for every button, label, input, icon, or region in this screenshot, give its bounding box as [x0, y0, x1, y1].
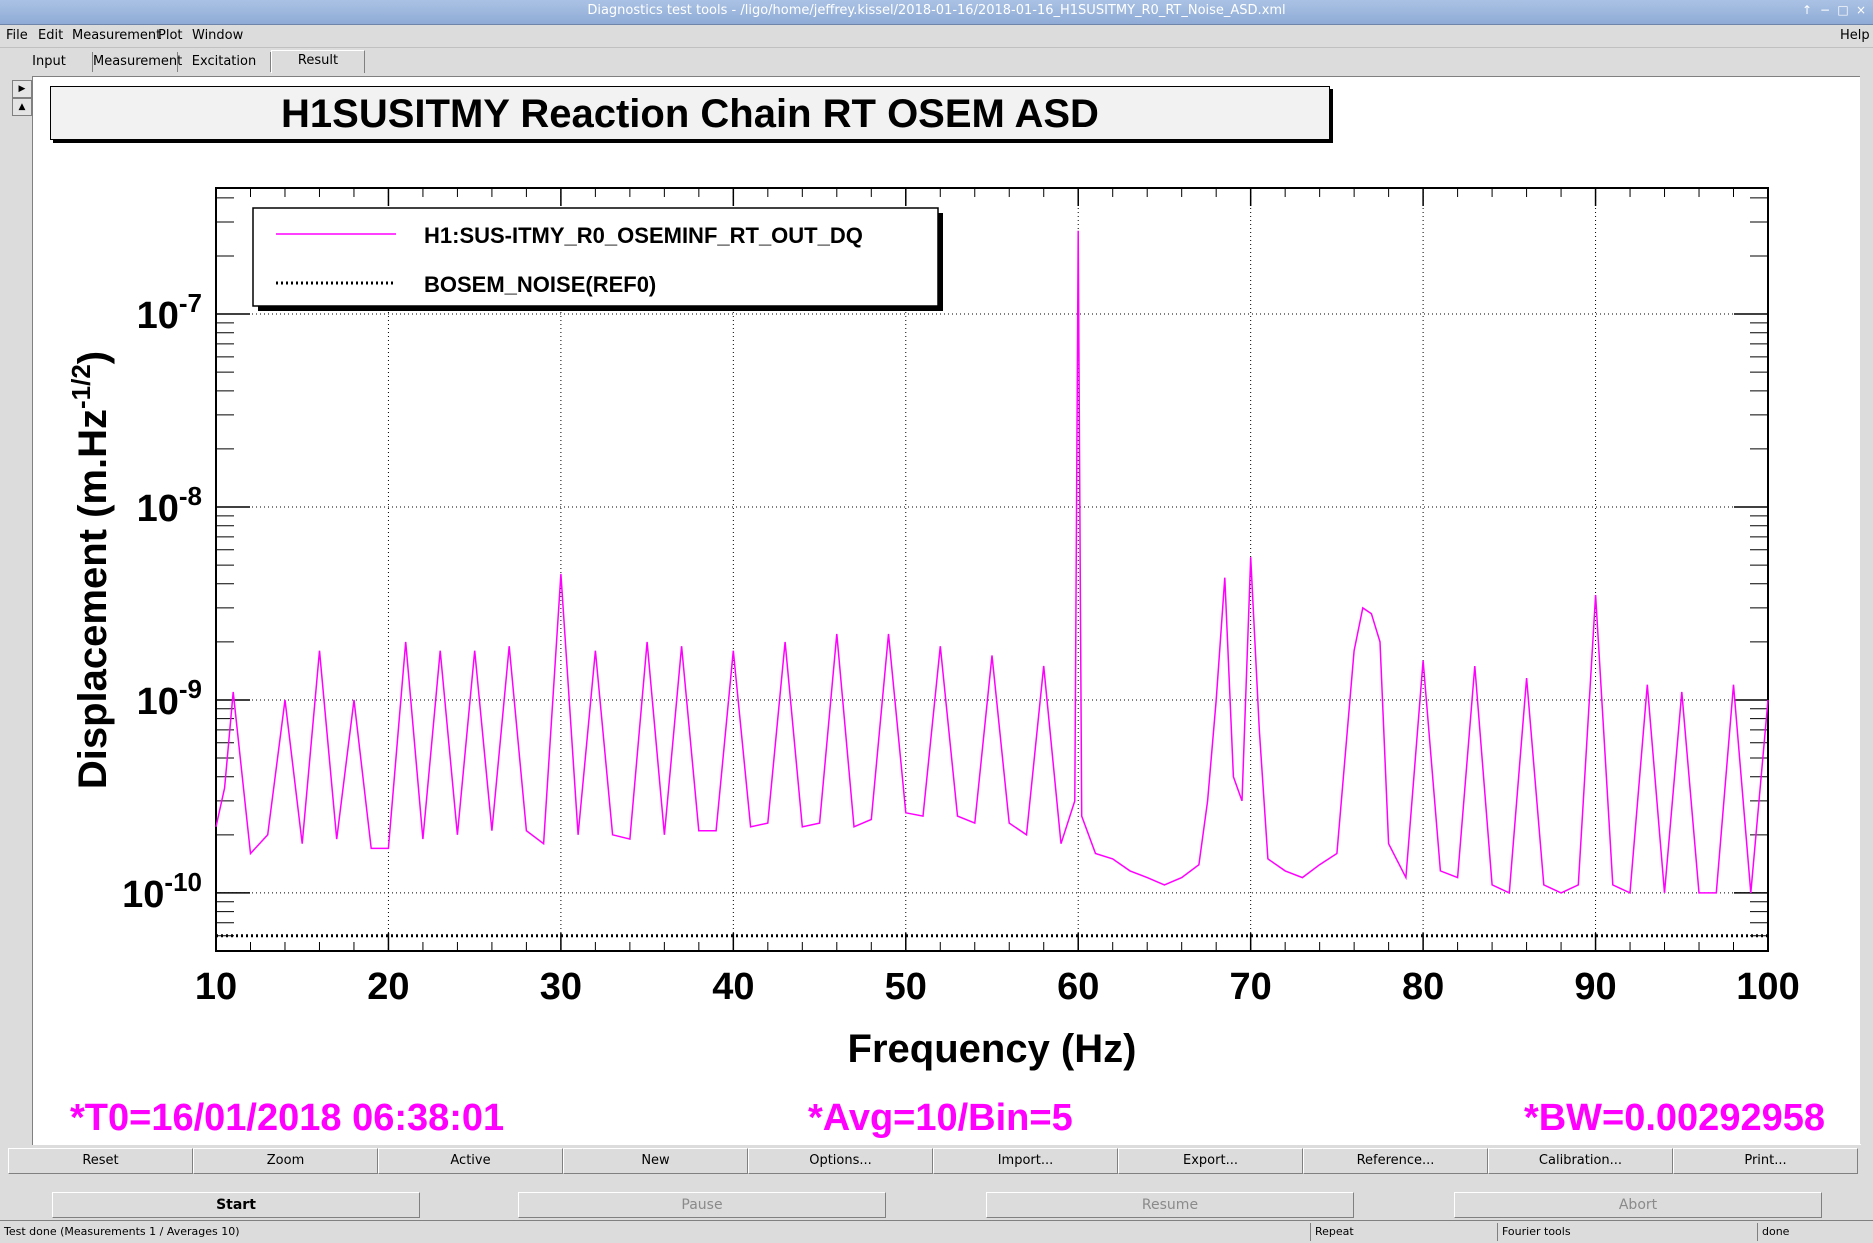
raise-icon[interactable]: ↑: [1801, 3, 1813, 17]
tab-measurement[interactable]: Measurement: [93, 52, 182, 72]
menu-plot[interactable]: Plot: [158, 28, 183, 43]
minimize-icon[interactable]: −: [1819, 3, 1831, 17]
pad-selector-strip: ▶ ▲: [8, 76, 32, 1148]
reset-button[interactable]: Reset: [8, 1148, 193, 1174]
plot-panel[interactable]: [32, 76, 1861, 1145]
menu-measurement[interactable]: Measurement: [72, 28, 162, 43]
window-title: Diagnostics test tools - /ligo/home/jeff…: [587, 3, 1286, 18]
reference-button[interactable]: Reference...: [1303, 1148, 1488, 1174]
export-button[interactable]: Export...: [1118, 1148, 1303, 1174]
import-button[interactable]: Import...: [933, 1148, 1118, 1174]
maximize-icon[interactable]: □: [1837, 3, 1849, 17]
close-icon[interactable]: ×: [1855, 3, 1867, 17]
resume-button[interactable]: Resume: [986, 1192, 1354, 1218]
next-pad-arrow-icon[interactable]: ▶: [12, 80, 32, 98]
vertical-scrollbar[interactable]: [1860, 76, 1873, 1144]
plot-title: H1SUSITMY Reaction Chain RT OSEM ASD: [281, 92, 1099, 136]
plot-toolbar: Reset Zoom Active New Options... Import.…: [8, 1148, 1860, 1174]
zoom-button[interactable]: Zoom: [193, 1148, 378, 1174]
status-tool: Fourier tools: [1497, 1223, 1752, 1241]
menu-help[interactable]: Help: [1840, 28, 1870, 43]
tab-bar: Input Measurement Excitation Result: [0, 50, 1873, 74]
run-controls: Start Pause Resume Abort: [0, 1186, 1873, 1218]
tab-excitation[interactable]: Excitation: [178, 52, 271, 72]
calibration-button[interactable]: Calibration...: [1488, 1148, 1673, 1174]
plot-title-box: H1SUSITMY Reaction Chain RT OSEM ASD: [50, 86, 1330, 140]
print-button[interactable]: Print...: [1673, 1148, 1858, 1174]
status-state: done: [1757, 1223, 1862, 1241]
menu-window[interactable]: Window: [192, 28, 244, 43]
abort-button[interactable]: Abort: [1454, 1192, 1822, 1218]
prev-pad-arrow-icon[interactable]: ▲: [12, 98, 32, 116]
menu-file[interactable]: File: [6, 28, 28, 43]
tab-input[interactable]: Input: [6, 52, 93, 72]
start-button[interactable]: Start: [52, 1192, 420, 1218]
status-bar: Test done (Measurements 1 / Averages 10)…: [0, 1220, 1873, 1243]
active-button[interactable]: Active: [378, 1148, 563, 1174]
options-button[interactable]: Options...: [748, 1148, 933, 1174]
status-mode: Repeat: [1310, 1223, 1495, 1241]
tab-result[interactable]: Result: [271, 50, 365, 73]
pause-button[interactable]: Pause: [518, 1192, 886, 1218]
status-message: Test done (Measurements 1 / Averages 10): [4, 1225, 240, 1238]
menu-edit[interactable]: Edit: [38, 28, 64, 43]
new-button[interactable]: New: [563, 1148, 748, 1174]
window-titlebar[interactable]: Diagnostics test tools - /ligo/home/jeff…: [0, 0, 1873, 25]
menu-bar: File Edit Measurement Plot Window Help: [0, 25, 1873, 48]
